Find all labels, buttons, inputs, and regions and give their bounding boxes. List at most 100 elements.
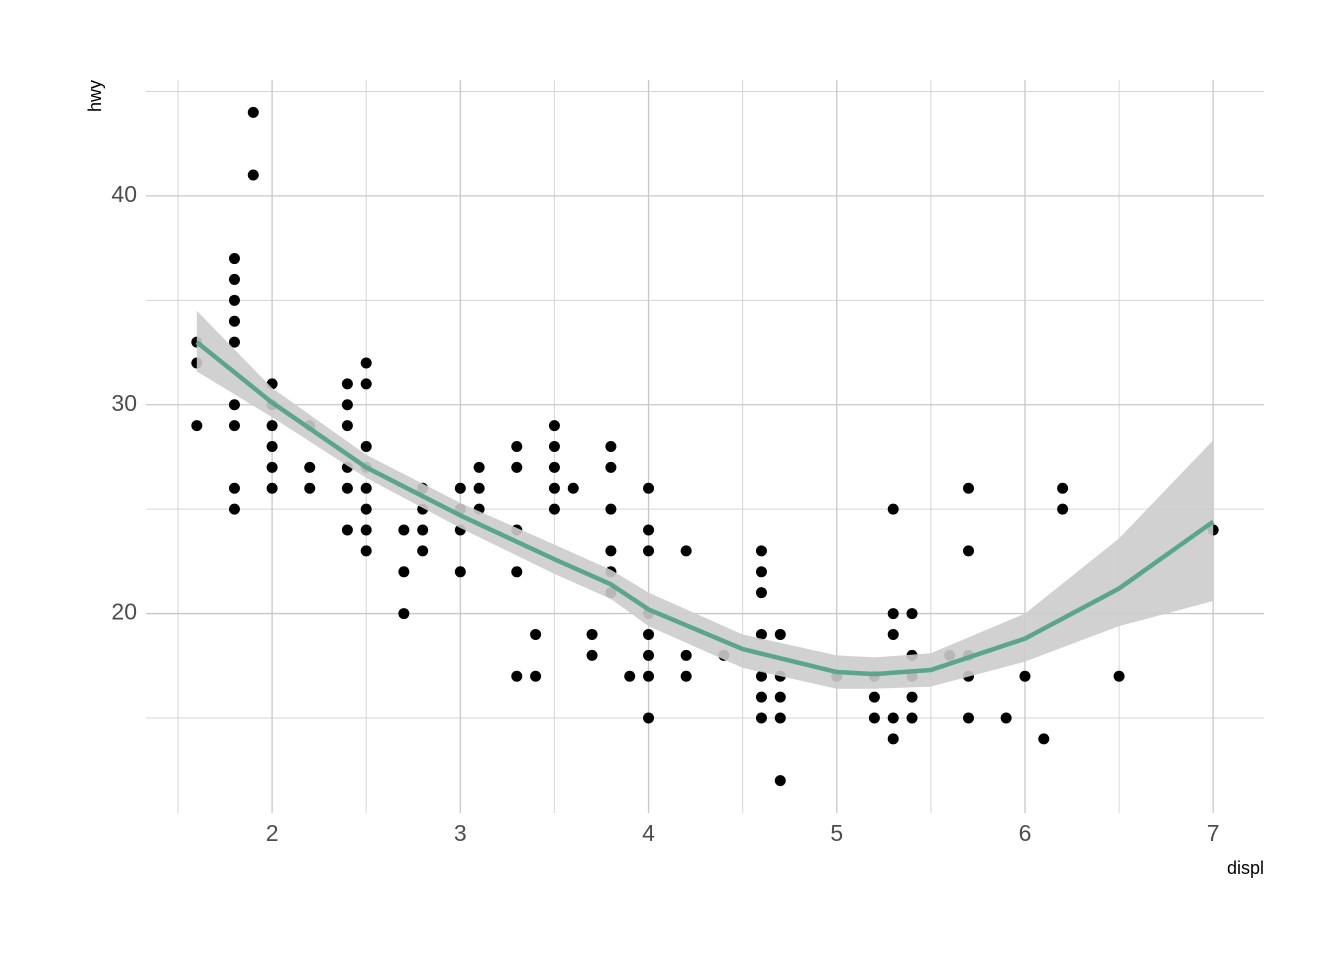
- point: [304, 482, 316, 494]
- x-tick-label: 3: [454, 820, 467, 846]
- point: [887, 628, 899, 640]
- point: [1057, 482, 1069, 494]
- point: [228, 420, 240, 432]
- x-tick-label: 2: [266, 820, 279, 846]
- point: [266, 461, 278, 473]
- point: [643, 524, 655, 536]
- point: [963, 482, 975, 494]
- point: [586, 649, 598, 661]
- point: [511, 566, 523, 578]
- y-tick-label: 40: [111, 181, 137, 207]
- point: [191, 420, 203, 432]
- x-tick-label: 5: [830, 820, 843, 846]
- point: [680, 649, 692, 661]
- smooth-line: [195, 340, 1215, 677]
- x-tick-label: 7: [1207, 820, 1220, 846]
- point: [755, 670, 767, 682]
- point: [755, 712, 767, 724]
- point: [398, 608, 410, 620]
- point: [755, 691, 767, 703]
- point: [605, 503, 617, 515]
- point: [643, 628, 655, 640]
- point: [228, 273, 240, 285]
- point: [530, 628, 542, 640]
- point: [605, 461, 617, 473]
- point: [868, 691, 880, 703]
- point: [454, 566, 466, 578]
- point: [228, 482, 240, 494]
- point: [1038, 733, 1050, 745]
- point: [454, 482, 466, 494]
- point: [605, 545, 617, 557]
- point: [417, 524, 429, 536]
- point: [228, 315, 240, 327]
- point: [473, 482, 485, 494]
- point: [643, 649, 655, 661]
- point: [774, 691, 786, 703]
- point: [341, 420, 353, 432]
- point: [341, 378, 353, 390]
- point: [868, 712, 880, 724]
- point: [228, 399, 240, 411]
- point: [963, 545, 975, 557]
- point: [360, 524, 372, 536]
- point: [228, 253, 240, 265]
- point: [887, 503, 899, 515]
- point: [511, 441, 523, 452]
- point: [1057, 503, 1069, 515]
- point: [548, 503, 560, 515]
- x-axis-title: displ: [1227, 858, 1264, 878]
- point: [266, 441, 278, 452]
- point: [1113, 670, 1125, 682]
- point: [228, 503, 240, 515]
- point: [548, 420, 560, 432]
- point: [511, 670, 523, 682]
- point: [341, 482, 353, 494]
- point: [398, 524, 410, 536]
- point: [887, 733, 899, 745]
- point: [228, 336, 240, 348]
- point: [755, 566, 767, 578]
- point: [906, 712, 918, 724]
- point: [511, 461, 523, 473]
- point: [680, 670, 692, 682]
- point: [360, 357, 372, 369]
- point: [304, 461, 316, 473]
- point: [473, 461, 485, 473]
- point: [360, 545, 372, 557]
- point: [963, 712, 975, 724]
- point: [341, 524, 353, 536]
- point: [417, 545, 429, 557]
- point: [247, 169, 259, 181]
- point: [774, 628, 786, 640]
- y-axis-title: hwy: [85, 80, 105, 112]
- point: [624, 670, 636, 682]
- point: [906, 608, 918, 620]
- point: [906, 691, 918, 703]
- point: [755, 545, 767, 557]
- point: [548, 461, 560, 473]
- point: [774, 712, 786, 724]
- point: [360, 503, 372, 515]
- y-tick-label: 30: [111, 390, 137, 416]
- point: [530, 670, 542, 682]
- point: [887, 608, 899, 620]
- point: [398, 566, 410, 578]
- point: [755, 628, 767, 640]
- x-tick-label: 6: [1019, 820, 1032, 846]
- point: [643, 482, 655, 494]
- point: [360, 482, 372, 494]
- point: [247, 106, 259, 118]
- point: [266, 420, 278, 432]
- point: [567, 482, 579, 494]
- point: [586, 628, 598, 640]
- point: [1019, 670, 1031, 682]
- point: [341, 399, 353, 411]
- point: [360, 378, 372, 390]
- point: [605, 441, 617, 452]
- point: [643, 670, 655, 682]
- y-tick-label: 20: [111, 599, 137, 625]
- point: [548, 482, 560, 494]
- point: [548, 441, 560, 452]
- point: [360, 441, 372, 452]
